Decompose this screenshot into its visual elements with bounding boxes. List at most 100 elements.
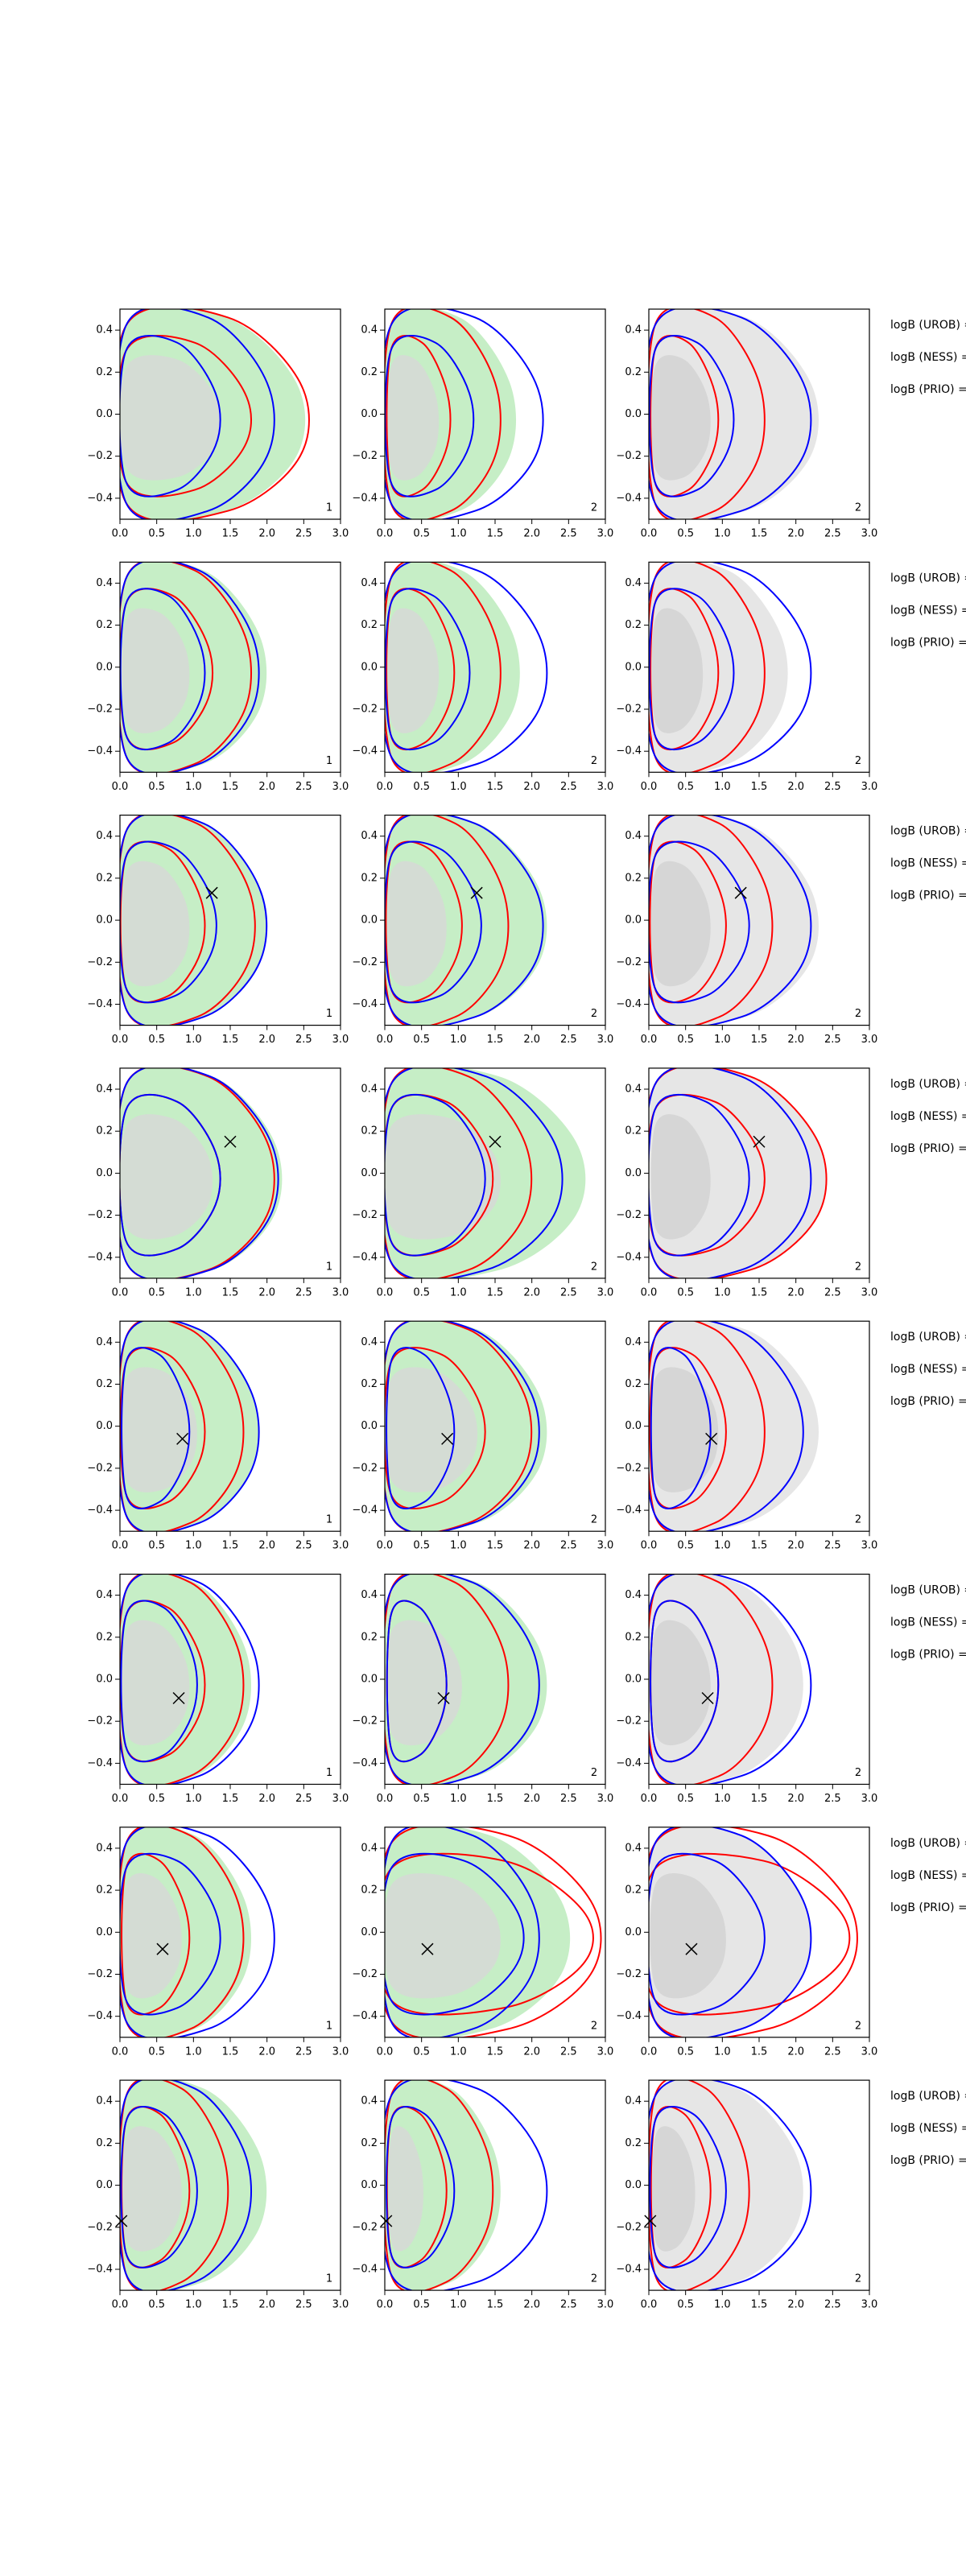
x-tick-label: 0.0 xyxy=(377,528,394,540)
density-fill xyxy=(388,2126,423,2252)
y-tick-label: 0.4 xyxy=(625,2095,642,2107)
x-tick-label: 1.5 xyxy=(222,1034,239,1046)
panel: 0.0 0.5 1.0 1.5 2.0 2.5 3.0 −0.4 −0.2 0.0 0.2 0.4 2 l… xyxy=(616,1320,966,1552)
x-tick-label: 1.0 xyxy=(185,1034,202,1046)
y-tick-label: 0.4 xyxy=(625,1589,642,1601)
contour-line xyxy=(385,1574,510,1785)
y-tick-label: 0.0 xyxy=(361,1167,378,1179)
x-tick-label: 1.0 xyxy=(185,1540,202,1552)
annotation: logB (UROB) = xyxy=(890,572,966,584)
y-tick-label: 0.2 xyxy=(361,1885,378,1897)
x-tick-label: 2.0 xyxy=(787,528,804,540)
marker xyxy=(380,2215,393,2227)
y-tick-label: −0.2 xyxy=(87,1968,113,1980)
x-tick-label: 1.0 xyxy=(450,528,467,540)
x-tick-label: 0.5 xyxy=(413,1793,430,1805)
annotation: logB (UROB) = xyxy=(890,1331,966,1344)
x-tick-label: 1.0 xyxy=(714,1540,731,1552)
x-tick-label: 3.0 xyxy=(332,1034,349,1046)
panel: 0.0 0.5 1.0 1.5 2.0 2.5 3.0 −0.4 −0.2 0.0 0.2 0.4 2 xyxy=(352,561,614,793)
annotation: logB (PRIO) = xyxy=(890,1142,966,1155)
x-tick-label: 2.0 xyxy=(258,1034,275,1046)
annotation: logB (PRIO) = xyxy=(890,1395,966,1408)
y-tick-label: 0.2 xyxy=(96,1125,113,1137)
x-tick-label: 0.5 xyxy=(413,2299,430,2311)
x-tick-label: 0.0 xyxy=(641,1540,658,1552)
x-tick-label: 2.5 xyxy=(295,2299,312,2311)
density-fill xyxy=(651,608,704,733)
y-tick-label: 0.4 xyxy=(361,577,378,589)
y-tick-label: 0.0 xyxy=(96,1926,113,1938)
panel-label: 2 xyxy=(855,1261,861,1273)
marker xyxy=(437,1691,450,1705)
y-tick-label: 0.0 xyxy=(96,1674,113,1686)
annotation: logB (NESS) = xyxy=(890,2122,966,2135)
density-fill xyxy=(386,861,447,987)
marker xyxy=(115,2215,128,2227)
y-tick-label: 0.4 xyxy=(361,324,378,336)
x-tick-label: 0.0 xyxy=(641,1034,658,1046)
contour-line xyxy=(649,815,812,1026)
plot-area xyxy=(649,2080,812,2291)
annotation: logB (PRIO) = xyxy=(890,383,966,396)
x-tick-label: 0.0 xyxy=(641,1793,658,1805)
x-tick-label: 3.0 xyxy=(597,781,614,793)
x-tick-label: 3.0 xyxy=(861,781,878,793)
contour-line xyxy=(386,2106,456,2268)
panel-label: 2 xyxy=(591,1767,597,1779)
panel: 0.0 0.5 1.0 1.5 2.0 2.5 3.0 −0.4 −0.2 0.0 0.2 0.4 1 xyxy=(87,814,349,1046)
panel: 0.0 0.5 1.0 1.5 2.0 2.5 3.0 −0.4 −0.2 0.0 0.2 0.4 2 l… xyxy=(616,308,966,540)
x-tick-label: 0.5 xyxy=(413,528,430,540)
y-tick-label: 0.2 xyxy=(361,1631,378,1643)
plot-area xyxy=(120,1067,283,1278)
x-tick-label: 1.5 xyxy=(222,1540,239,1552)
x-tick-label: 0.0 xyxy=(377,1286,394,1298)
y-tick-label: 0.0 xyxy=(361,2179,378,2191)
y-tick-label: −0.2 xyxy=(616,1209,642,1221)
marker xyxy=(156,1942,169,1955)
x-tick-label: 2.5 xyxy=(560,781,577,793)
panel-label: 1 xyxy=(326,1008,332,1020)
x-tick-label: 2.5 xyxy=(560,1540,577,1552)
y-tick-label: −0.2 xyxy=(352,1462,378,1474)
density-fill xyxy=(122,608,190,733)
annotation: logB (NESS) = xyxy=(890,351,966,364)
annotation: logB (PRIO) = xyxy=(890,890,966,902)
contour-line xyxy=(649,2080,750,2291)
x-tick-label: 2.0 xyxy=(258,1540,275,1552)
x-tick-label: 2.5 xyxy=(824,2046,841,2058)
y-tick-label: −0.4 xyxy=(87,1505,113,1517)
panel: 0.0 0.5 1.0 1.5 2.0 2.5 3.0 −0.4 −0.2 0.0 0.2 0.4 2 l… xyxy=(616,1573,966,1805)
annotation: logB (NESS) = xyxy=(890,857,966,870)
y-tick-label: −0.2 xyxy=(87,1462,113,1474)
x-tick-label: 2.0 xyxy=(523,1793,540,1805)
x-tick-label: 2.0 xyxy=(258,781,275,793)
density-fill xyxy=(122,1620,190,1746)
x-tick-label: 1.0 xyxy=(714,1034,731,1046)
y-tick-label: 0.2 xyxy=(625,1125,642,1137)
y-tick-label: −0.2 xyxy=(352,1715,378,1728)
annotation: logB (PRIO) = xyxy=(890,636,966,649)
x-tick-label: 2.5 xyxy=(560,2299,577,2311)
plot-area xyxy=(649,562,812,773)
x-tick-label: 1.5 xyxy=(751,1540,768,1552)
contour-line xyxy=(120,309,310,519)
x-tick-label: 2.0 xyxy=(523,1540,540,1552)
contour-line xyxy=(649,588,735,750)
x-tick-label: 1.0 xyxy=(450,1793,467,1805)
x-tick-label: 0.5 xyxy=(148,1034,165,1046)
contour-line xyxy=(385,1852,594,2016)
x-tick-label: 0.0 xyxy=(641,528,658,540)
y-tick-label: 0.2 xyxy=(361,366,378,378)
y-tick-label: −0.2 xyxy=(352,2221,378,2233)
x-tick-label: 3.0 xyxy=(332,1286,349,1298)
marker xyxy=(701,1691,714,1705)
panel: 0.0 0.5 1.0 1.5 2.0 2.5 3.0 −0.4 −0.2 0.0 0.2 0.4 2 xyxy=(352,1320,613,1552)
marker xyxy=(489,1135,502,1148)
x-tick-label: 0.5 xyxy=(677,2299,694,2311)
y-tick-label: 0.2 xyxy=(96,1378,113,1390)
x-tick-label: 3.0 xyxy=(861,2299,878,2311)
contour-line xyxy=(121,1347,191,1509)
x-tick-label: 2.5 xyxy=(824,1034,841,1046)
